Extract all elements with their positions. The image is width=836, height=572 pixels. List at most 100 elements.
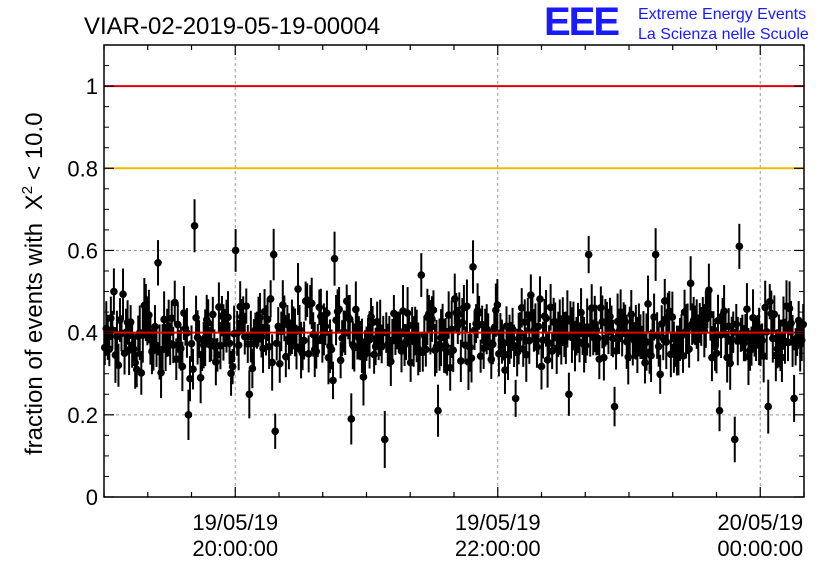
data-point [279, 301, 287, 309]
data-point [365, 336, 374, 344]
data-point [662, 338, 671, 346]
data-point [444, 311, 453, 319]
data-point [487, 355, 496, 364]
data-point [597, 304, 605, 312]
data-point [406, 358, 415, 367]
eee-logo-line2: La Scienza nelle Scuole [638, 26, 809, 43]
data-point [520, 318, 529, 326]
data-point [679, 352, 687, 360]
data-point [587, 304, 596, 312]
data-point [245, 390, 254, 399]
data-point [387, 357, 395, 366]
data-point [269, 250, 278, 259]
data-point [778, 353, 786, 362]
data-point [493, 301, 502, 309]
data-point [294, 285, 302, 293]
data-point [224, 313, 232, 322]
data-point [641, 358, 649, 367]
data-point [624, 353, 633, 361]
data-point [345, 315, 354, 324]
data-point [231, 246, 240, 255]
reference-lines [104, 85, 804, 334]
data-point [565, 390, 573, 399]
data-point [534, 322, 543, 331]
data-point [213, 351, 222, 359]
data-point [178, 362, 187, 371]
data-point [152, 341, 161, 350]
data-point [651, 250, 660, 259]
data-point [242, 302, 251, 310]
data-point [527, 291, 535, 299]
data-point [511, 394, 520, 403]
data-point [405, 332, 413, 341]
data-point [429, 306, 438, 314]
data-point [517, 304, 526, 312]
data-point [706, 310, 715, 319]
data-point [300, 336, 308, 345]
data-point [759, 352, 768, 360]
data-point [501, 366, 509, 374]
data-point [785, 304, 794, 313]
data-points [100, 199, 808, 469]
data-point [787, 319, 795, 328]
data-point [244, 340, 252, 348]
x-tick-label-time: 00:00:00 [717, 536, 803, 561]
y-axis-label-text: fraction of events with [21, 223, 48, 455]
y-tick-label: 0.8 [67, 156, 98, 181]
data-point [434, 406, 442, 415]
data-point [347, 415, 356, 423]
data-point [359, 373, 368, 381]
data-point [259, 344, 267, 353]
data-point [469, 263, 477, 271]
data-point [463, 302, 471, 311]
data-point [758, 336, 766, 345]
data-point [502, 322, 511, 331]
data-point [724, 322, 733, 331]
eee-logo-line1: Extreme Energy Events [638, 6, 807, 23]
data-point [476, 352, 485, 360]
data-point [741, 333, 750, 342]
data-point [422, 345, 430, 354]
data-point [542, 314, 550, 323]
data-point [455, 309, 464, 318]
data-point [212, 358, 220, 366]
data-point [446, 363, 454, 372]
data-point [790, 394, 798, 403]
data-point [195, 335, 203, 343]
y-axis-label-rest: < 10.0 [21, 112, 48, 179]
data-point [545, 339, 553, 348]
data-point [749, 314, 757, 322]
data-point [723, 353, 731, 362]
data-point [225, 339, 234, 348]
data-point [189, 365, 197, 373]
data-point [110, 287, 118, 296]
data-point [539, 336, 547, 344]
data-point [489, 340, 497, 349]
data-point [577, 308, 585, 317]
data-point [397, 347, 406, 355]
data-point [190, 222, 199, 230]
data-point [131, 358, 139, 367]
data-point [256, 313, 264, 322]
svg-text:fraction of events with: fraction of events with X2 < 10.0 [19, 112, 48, 455]
data-point [644, 300, 652, 308]
data-point [402, 338, 410, 346]
data-point [627, 310, 636, 319]
data-point [583, 323, 591, 331]
data-point [247, 332, 255, 341]
grid-lines [104, 45, 804, 497]
data-point [335, 305, 343, 314]
data-point [228, 362, 237, 371]
y-axis-label-sup: 2 [19, 186, 36, 194]
data-point [417, 271, 426, 279]
data-point [533, 343, 541, 351]
data-point [329, 376, 337, 385]
data-point [594, 334, 602, 343]
x-tick-label-date: 20/05/19 [717, 510, 803, 535]
data-point [467, 354, 476, 363]
data-point [428, 315, 436, 323]
data-point [650, 313, 658, 321]
x-tick-label-time: 20:00:00 [192, 536, 278, 561]
data-point [770, 310, 779, 319]
data-point [677, 332, 686, 340]
